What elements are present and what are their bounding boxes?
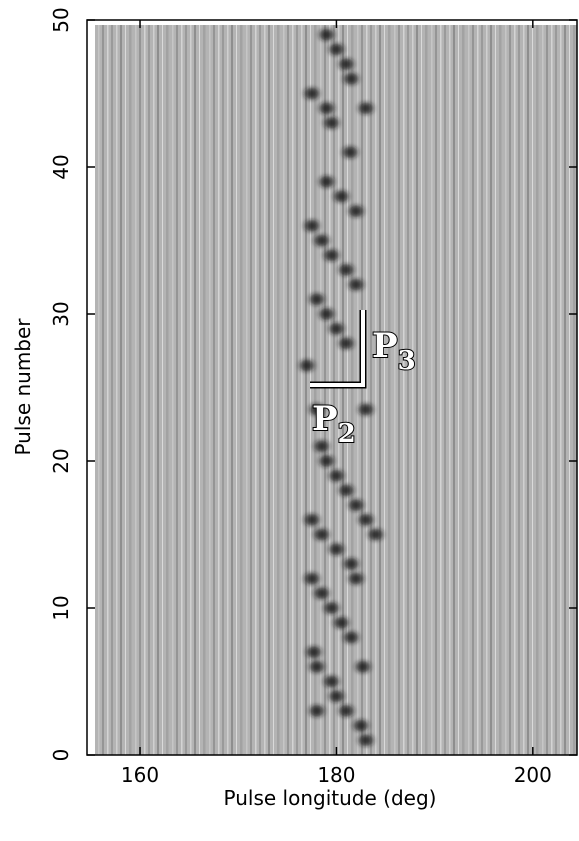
y-tick-label: 40 xyxy=(49,154,73,179)
y-tick-label: 50 xyxy=(49,7,73,32)
y-tick-label: 10 xyxy=(49,595,73,620)
subpulse xyxy=(309,704,324,717)
subpulse xyxy=(299,359,314,372)
subpulse xyxy=(353,719,368,732)
subpulse xyxy=(349,499,364,512)
subpulse xyxy=(368,528,383,541)
subpulse xyxy=(319,175,334,188)
subpulse xyxy=(339,484,354,497)
x-axis-title: Pulse longitude (deg) xyxy=(224,786,437,810)
subpulse xyxy=(324,116,339,129)
subpulse xyxy=(334,616,349,629)
subpulse xyxy=(349,572,364,585)
x-tick-label: 200 xyxy=(514,763,552,787)
subpulse xyxy=(306,646,321,659)
subpulse xyxy=(304,513,319,526)
subpulse xyxy=(309,403,324,416)
subpulse xyxy=(304,219,319,232)
subpulse xyxy=(314,234,329,247)
subpulse xyxy=(304,87,319,100)
subpulse xyxy=(355,660,370,673)
subpulse xyxy=(324,249,339,262)
subpulse xyxy=(309,293,324,306)
annotation: P3 xyxy=(372,326,416,376)
subpulse xyxy=(329,43,344,56)
subpulse xyxy=(358,513,373,526)
subpulse xyxy=(329,469,344,482)
subpulse xyxy=(324,602,339,614)
y-tick-label: 20 xyxy=(49,448,73,473)
subpulse xyxy=(358,403,373,416)
subpulse xyxy=(324,675,339,688)
subpulse xyxy=(358,102,373,115)
frame xyxy=(86,19,578,756)
subpulse xyxy=(349,278,364,291)
subpulse xyxy=(344,557,359,570)
subpulse xyxy=(343,146,358,159)
subpulse xyxy=(339,58,354,71)
subpulse xyxy=(319,28,334,41)
subpulse xyxy=(314,440,329,453)
subpulse xyxy=(339,704,354,717)
y-tick-label: 30 xyxy=(49,301,73,326)
subpulse xyxy=(339,263,354,276)
subpulse xyxy=(358,734,373,747)
subpulse xyxy=(319,102,334,115)
subpulse xyxy=(314,587,329,600)
subpulse xyxy=(344,72,359,85)
x-tick-label: 180 xyxy=(317,763,355,787)
subpulse xyxy=(319,308,334,320)
annotation: P2 xyxy=(312,399,356,449)
background xyxy=(95,25,577,755)
x-tick-label: 160 xyxy=(121,763,159,787)
subpulse xyxy=(349,205,364,218)
subpulse xyxy=(314,528,329,541)
bracket xyxy=(310,310,365,387)
subpulse xyxy=(329,690,344,703)
subpulse xyxy=(329,322,344,335)
y-tick-label: 0 xyxy=(49,749,73,762)
subpulse xyxy=(339,337,354,350)
subpulse xyxy=(304,572,319,585)
subpulse xyxy=(329,543,344,556)
subpulse xyxy=(344,631,359,644)
subpulse xyxy=(319,455,334,467)
y-axis-title: Pulse number xyxy=(11,318,35,456)
subpulse xyxy=(334,190,349,203)
subpulses xyxy=(299,28,383,747)
subpulse xyxy=(309,660,324,673)
